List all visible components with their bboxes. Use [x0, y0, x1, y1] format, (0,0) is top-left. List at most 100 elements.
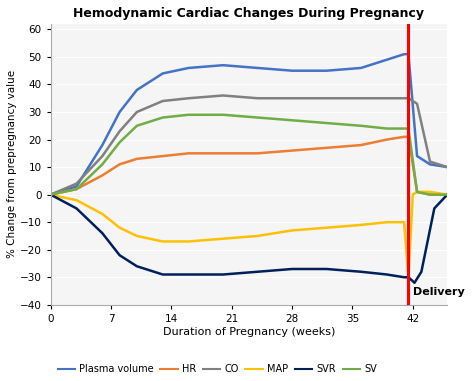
MAP [445, 192, 450, 197]
SV [414, 190, 420, 194]
Plasma volume [414, 154, 420, 158]
MAP [427, 190, 433, 194]
SV [445, 192, 450, 197]
SVR [117, 253, 122, 258]
HR [117, 162, 122, 166]
SVR [358, 269, 364, 274]
MAP [117, 226, 122, 230]
HR [186, 151, 191, 155]
Line: SVR: SVR [51, 195, 447, 283]
Plasma volume [48, 192, 54, 197]
MAP [48, 192, 54, 197]
SVR [289, 267, 295, 271]
SV [324, 121, 329, 125]
SV [100, 162, 105, 166]
SV [255, 115, 260, 120]
MAP [160, 239, 165, 244]
SVR [445, 192, 450, 197]
CO [445, 165, 450, 170]
CO [401, 96, 407, 101]
CO [414, 101, 420, 106]
SVR [160, 272, 165, 277]
Line: SV: SV [51, 115, 447, 195]
HR [406, 134, 411, 139]
Title: Hemodynamic Cardiac Changes During Pregnancy: Hemodynamic Cardiac Changes During Pregn… [73, 7, 424, 20]
CO [117, 129, 122, 134]
MAP [289, 228, 295, 233]
HR [289, 148, 295, 153]
MAP [410, 192, 416, 197]
SVR [48, 192, 54, 197]
CO [73, 181, 79, 186]
SVR [100, 231, 105, 235]
SV [406, 126, 411, 131]
SVR [406, 275, 411, 280]
HR [384, 137, 390, 142]
CO [427, 159, 433, 164]
MAP [384, 220, 390, 224]
Plasma volume [324, 69, 329, 73]
CO [406, 96, 411, 101]
Y-axis label: % Change from prepregnancy value: % Change from prepregnancy value [7, 70, 17, 258]
CO [48, 192, 54, 197]
Plasma volume [358, 66, 364, 70]
HR [401, 134, 407, 139]
HR [48, 192, 54, 197]
HR [134, 157, 140, 161]
SVR [73, 206, 79, 211]
Plasma volume [73, 184, 79, 189]
SV [48, 192, 54, 197]
Plasma volume [255, 66, 260, 70]
SV [401, 126, 407, 131]
Plasma volume [289, 69, 295, 73]
CO [324, 96, 329, 101]
CO [255, 96, 260, 101]
Plasma volume [186, 66, 191, 70]
MAP [255, 234, 260, 238]
SV [73, 187, 79, 191]
CO [220, 93, 226, 98]
Plasma volume [384, 58, 390, 62]
CO [289, 96, 295, 101]
Plasma volume [406, 52, 411, 56]
CO [100, 154, 105, 158]
Text: Delivery: Delivery [413, 287, 465, 296]
MAP [100, 211, 105, 216]
HR [414, 190, 420, 194]
SVR [220, 272, 226, 277]
CO [384, 96, 390, 101]
MAP [134, 234, 140, 238]
SVR [134, 264, 140, 269]
HR [427, 192, 433, 197]
HR [445, 192, 450, 197]
Plasma volume [160, 71, 165, 76]
SV [134, 123, 140, 128]
Plasma volume [427, 162, 433, 166]
SVR [255, 269, 260, 274]
Line: MAP: MAP [51, 192, 447, 277]
Plasma volume [134, 88, 140, 92]
HR [160, 154, 165, 158]
Line: Plasma volume: Plasma volume [51, 54, 447, 195]
HR [255, 151, 260, 155]
HR [220, 151, 226, 155]
HR [324, 146, 329, 150]
SV [384, 126, 390, 131]
MAP [401, 220, 407, 224]
SVR [401, 275, 407, 280]
SV [186, 112, 191, 117]
SV [220, 112, 226, 117]
SV [117, 140, 122, 145]
MAP [406, 275, 411, 280]
CO [186, 96, 191, 101]
MAP [414, 190, 420, 194]
Line: HR: HR [51, 137, 447, 195]
SVR [419, 269, 424, 274]
X-axis label: Duration of Pregnancy (weeks): Duration of Pregnancy (weeks) [163, 327, 335, 336]
HR [100, 173, 105, 178]
SV [358, 123, 364, 128]
Line: CO: CO [51, 96, 447, 195]
HR [73, 187, 79, 191]
SVR [411, 280, 417, 285]
SVR [324, 267, 329, 271]
